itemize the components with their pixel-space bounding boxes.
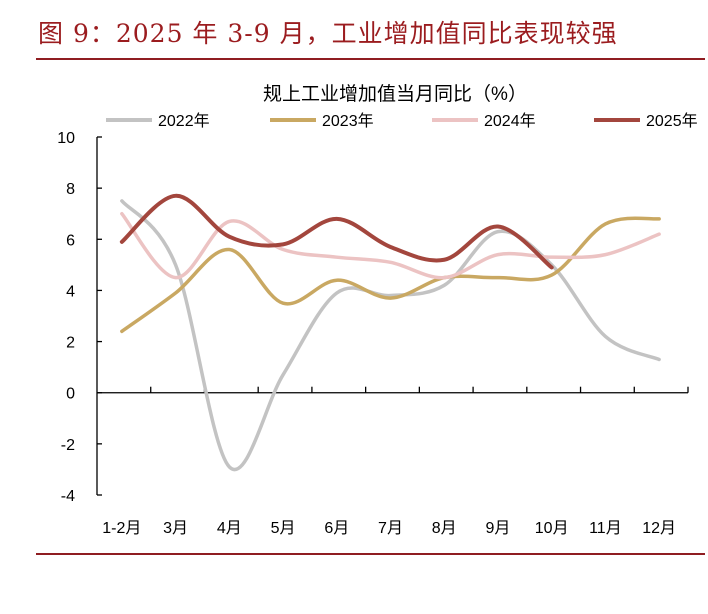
x-tick-label: 5月	[271, 520, 296, 537]
x-tick-label: 12月	[642, 520, 676, 537]
x-tick-label: 10月	[535, 520, 569, 537]
x-tick-label: 11月	[589, 520, 622, 537]
series-lines	[119, 193, 661, 472]
bottom-rule	[36, 553, 705, 555]
y-tick-label: 0	[66, 386, 75, 403]
y-tick-label: 4	[66, 283, 75, 300]
series-line-2022年	[120, 199, 661, 472]
x-tick-label: 8月	[432, 520, 457, 537]
y-tick-label: 6	[66, 232, 75, 249]
top-rule	[36, 58, 705, 60]
legend-label: 2023年	[322, 112, 374, 130]
chart-title: 规上工业增加值当月同比（%）	[263, 83, 527, 105]
legend: 2022年 2023年 2024年 2025年	[106, 112, 698, 130]
x-tick-label: 7月	[378, 520, 403, 537]
axes: -4 -2 0 2 4 6 8 10 1-2月 3月 4月 5月 6月 7月 8月 9月 10月 11月 12月	[57, 130, 689, 537]
y-tick-label: -2	[61, 437, 75, 454]
legend-label: 2025年	[646, 112, 698, 130]
x-tick-label: 1-2月	[102, 520, 141, 537]
x-tick-label: 9月	[486, 520, 511, 537]
y-tick-label: 10	[57, 130, 75, 147]
x-tick-label: 4月	[217, 520, 242, 537]
legend-label: 2024年	[484, 112, 536, 130]
y-tick-label: -4	[61, 488, 75, 505]
series-line-2023年	[120, 216, 661, 334]
y-tick-label: 8	[66, 181, 75, 198]
x-tick-label: 6月	[324, 520, 349, 537]
series-line-2024年	[120, 211, 661, 280]
figure-title: 图 9：2025 年 3-9 月，工业增加值同比表现较强	[38, 19, 618, 48]
legend-label: 2022年	[158, 112, 210, 130]
y-tick-label: 2	[66, 335, 75, 352]
x-tick-label: 3月	[163, 520, 188, 537]
